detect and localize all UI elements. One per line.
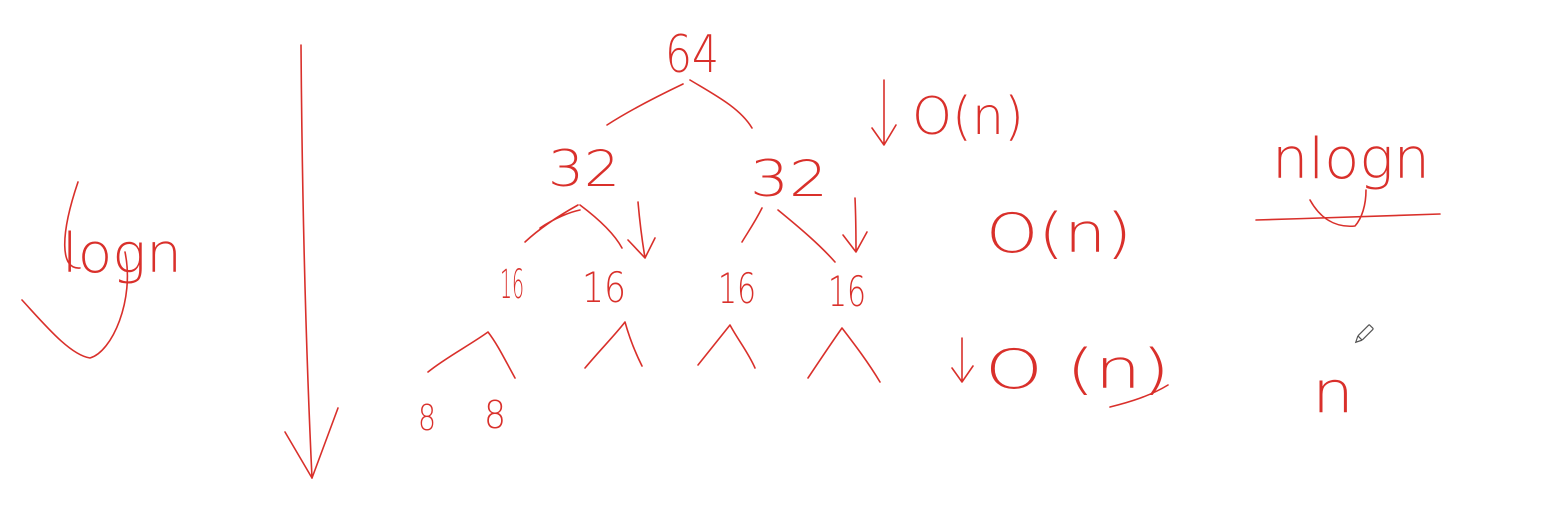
tree-edge-root-left [606,83,684,126]
tree-edge-l1left-a [524,204,581,243]
depth-label: logn [62,222,182,285]
tree-node-level1-right: 32 [750,150,828,208]
level-arrow-l1left [627,201,656,259]
cost-level1: O(n) [912,87,1024,147]
tree-edge-root-right [689,79,753,129]
depth-arrow-head [284,407,339,479]
tree-edge-l1left-b [579,204,623,249]
total-numerator: nlogn [1272,127,1430,192]
pencil-cursor-icon [1354,324,1374,344]
cost-level3-underline [1109,384,1169,408]
tree-node-level3-a: 8 [418,398,436,439]
tree-edge-l2c [697,324,756,369]
level-costs: O(n) O(n) O (n) [871,79,1170,408]
tree-node-level2-a: 16 [500,262,524,308]
level-arrow-l1right [842,197,868,253]
total-complexity: nlogn n [1255,127,1441,426]
tree-edge-l2a [427,331,516,379]
tree-node-level2-d: 16 [828,267,866,316]
depth-arrow-shaft [300,44,313,479]
depth-curve-arrow [21,181,129,359]
tree-node-level1-left: 32 [548,140,620,198]
tree-edge-l1right-b [777,209,836,263]
depth-annotation: logn [21,181,182,359]
recursion-tree: 64 32 32 16 16 16 16 8 8 [418,25,881,439]
total-numerator-hook [1309,189,1367,227]
cost-arrow-level1 [871,79,897,146]
fraction-bar [1255,213,1441,221]
depth-arrow [284,44,339,479]
tree-node-root: 64 [665,25,719,85]
tree-edge-l1right-a [741,207,763,243]
total-denominator: n [1312,358,1354,426]
tree-node-level3-b: 8 [484,393,506,437]
cost-level2: O(n) [986,202,1132,265]
tree-edge-l2d [807,327,881,383]
cost-arrow-level3 [951,337,974,383]
cost-level3: O (n) [985,338,1170,401]
tree-node-level2-c: 16 [718,264,756,313]
tree-edge-l2b [584,321,643,369]
tree-node-level2-b: 16 [582,263,626,312]
